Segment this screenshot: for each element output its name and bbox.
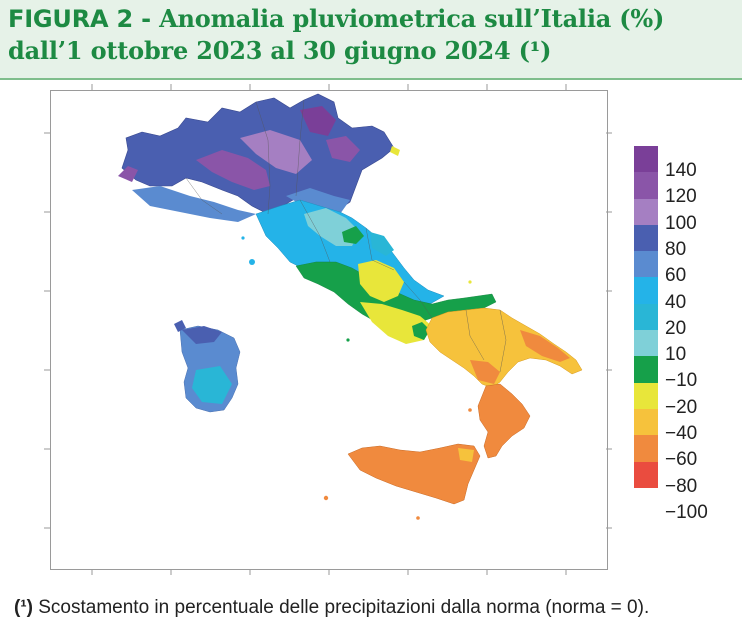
legend-swatch-80 [634,224,658,252]
island-dot-2 [416,516,420,520]
legend-swatch-60 [634,251,658,278]
figure-header: FIGURA 2 - Anomalia pluviometrica sull’I… [0,0,742,80]
legend-swatch-minus10 [634,356,658,383]
legend-label: 10 [665,344,687,366]
island-tremiti [468,280,472,284]
region-south-italy [425,307,583,389]
legend-label: 60 [665,265,687,287]
anomaly-yellow-abruzzo [358,260,404,302]
figure-number: FIGURA 2 - [8,5,160,33]
figure-title-line-2: dall’1 ottobre 2023 al 30 giugno 2024 (¹… [8,36,552,65]
map-frame-ticks [44,84,612,575]
anomaly-lightblue-northwest [132,186,256,222]
figure-title-line-1: FIGURA 2 - Anomalia pluviometrica sull’I… [8,4,664,33]
footnote: (¹) Scostamento in percentuale delle pre… [14,597,649,619]
island-corsica-fragment [174,320,186,332]
anomaly-purple-alps [196,150,270,190]
footnote-mark: (¹) [14,597,33,618]
island-dot-1 [323,495,329,501]
anomaly-green-naples [412,322,430,340]
anomaly-yellow-sicily [458,448,474,462]
anomaly-green-umbria [342,226,364,244]
anomaly-lightblue-po [286,188,350,214]
legend-label: −100 [665,501,708,523]
anomaly-purple-alps-west [118,166,138,182]
island-ponza [346,338,350,342]
legend-label: −60 [665,449,698,471]
anomaly-cyan-sardinia-south [192,366,232,404]
legend-swatch-40 [634,277,658,304]
legend-label: −10 [665,370,698,392]
legend-swatch-minus60 [634,435,658,462]
legend-label: 40 [665,291,687,313]
legend-swatch-minus80 [634,461,658,488]
legend-swatch-120 [634,172,658,199]
anomaly-orange-basilicata [470,360,500,384]
legend-label: 100 [665,212,697,234]
legend-swatch-140 [634,146,658,173]
legend-label: 80 [665,238,687,260]
anomaly-purple-veneto [326,136,360,162]
legend-swatch-10 [634,330,658,357]
island-tuscan-2 [241,236,245,240]
legend-label: −40 [665,423,698,444]
legend-label: −20 [665,396,698,418]
legend-label: −80 [665,475,698,497]
legend-swatch-20 [634,303,658,331]
anomaly-yellow-venice [390,146,400,156]
anomaly-purple-central [240,130,312,174]
footnote-text: Scostamento in percentuale delle precipi… [32,597,650,618]
island-elba [249,259,255,265]
anomaly-blue-sardinia-north [182,326,222,344]
legend-color-bar [634,146,658,488]
legend-label: 140 [665,160,697,181]
legend-label: 120 [665,186,697,208]
regional-borders [185,99,507,373]
legend-swatch-100 [634,198,658,225]
legend-swatch-minus20 [634,382,658,409]
legend-swatch-minus40 [634,408,658,436]
island-dot-3 [468,408,472,412]
region-calabria [477,383,531,459]
legend-label: 20 [665,317,687,339]
region-sicily [347,443,481,505]
figure-title-text: Anomalia pluviometrica sull’Italia (%) [159,4,665,33]
anomaly-cyan-marche [370,232,394,256]
anomaly-orange-puglia [520,330,570,362]
anomaly-purple-northeast [300,106,336,136]
